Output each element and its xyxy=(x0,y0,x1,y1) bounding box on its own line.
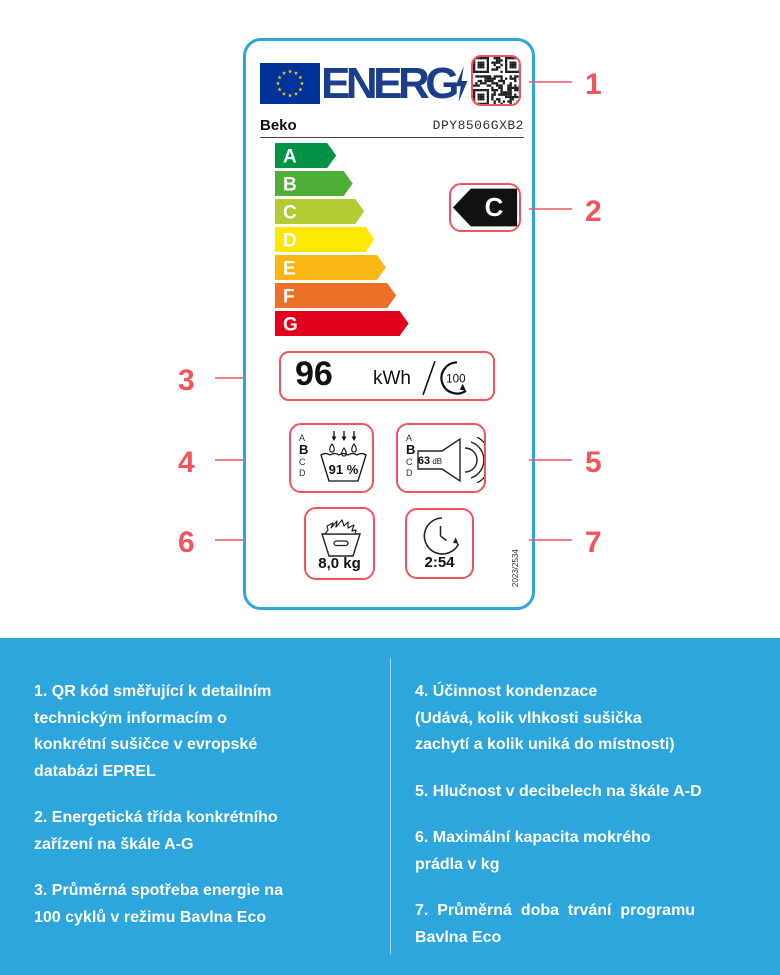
svg-text:F: F xyxy=(283,287,295,308)
svg-text:5: 5 xyxy=(585,446,602,479)
svg-text:E: E xyxy=(283,259,296,280)
svg-text:91 %: 91 % xyxy=(329,462,359,477)
svg-text:7: 7 xyxy=(585,526,602,559)
svg-text:6: 6 xyxy=(178,526,195,559)
svg-text:1: 1 xyxy=(585,68,602,101)
svg-text:63 dB: 63 dB xyxy=(418,455,442,467)
svg-text:B: B xyxy=(283,175,297,196)
svg-text:4: 4 xyxy=(178,446,195,479)
svg-text:3: 3 xyxy=(178,364,195,397)
svg-text:2: 2 xyxy=(585,195,602,228)
svg-text:D: D xyxy=(283,231,297,252)
svg-text:100: 100 xyxy=(446,372,466,385)
svg-text:C: C xyxy=(283,203,297,224)
svg-text:G: G xyxy=(283,315,298,336)
svg-text:A: A xyxy=(283,147,297,168)
